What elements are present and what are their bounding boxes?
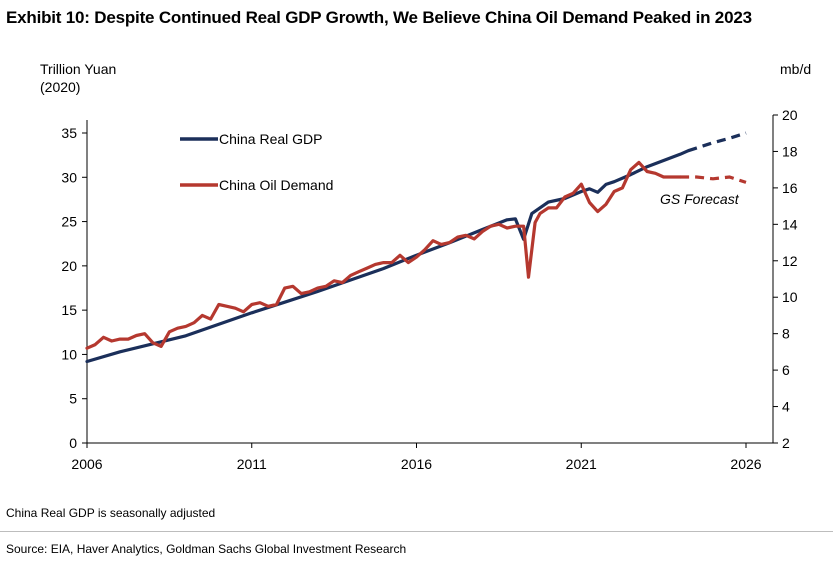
right-tick-label: 14 <box>782 216 798 232</box>
divider <box>0 531 833 532</box>
left-tick-label: 30 <box>61 169 77 185</box>
x-tick-label: 2011 <box>237 456 267 472</box>
chart: Trillion Yuan (2020) mb/d 0 5 10 15 20 25 30 35… <box>40 61 811 472</box>
right-tick-label: 12 <box>782 253 798 269</box>
right-tick-label: 6 <box>782 362 790 378</box>
axes: 0 5 10 15 20 25 30 35 2 4 6 8 10 12 14 16 18 20 2006 2011 20… <box>61 107 797 472</box>
left-tick-label: 0 <box>69 435 77 451</box>
series-layer <box>85 131 747 364</box>
oil-forecast-line <box>680 175 747 184</box>
left-axis-label-line1: Trillion Yuan <box>40 61 116 77</box>
right-tick-label: 4 <box>782 399 790 415</box>
legend-oil-label: China Oil Demand <box>219 177 333 193</box>
left-tick-label: 20 <box>61 258 77 274</box>
right-tick-label: 10 <box>782 289 798 305</box>
legend-gdp-label: China Real GDP <box>219 131 323 147</box>
left-tick-label: 25 <box>61 214 77 230</box>
right-tick-label: 18 <box>782 143 798 159</box>
source-note: Source: EIA, Haver Analytics, Goldman Sa… <box>6 542 407 556</box>
x-tick-label: 2021 <box>566 456 597 472</box>
right-tick-label: 8 <box>782 326 790 342</box>
footnote: China Real GDP is seasonally adjusted <box>6 506 216 520</box>
left-tick-label: 5 <box>69 391 77 407</box>
chart-title: Exhibit 10: Despite Continued Real GDP G… <box>6 8 752 27</box>
right-tick-label: 20 <box>782 107 798 123</box>
right-tick-label: 2 <box>782 435 790 451</box>
gdp-actual-line <box>85 149 690 364</box>
oil-actual-line <box>85 160 682 350</box>
gdp-forecast-line <box>687 131 747 153</box>
left-tick-label: 10 <box>61 346 77 362</box>
forecast-annotation: GS Forecast <box>660 191 740 207</box>
x-tick-label: 2006 <box>71 456 102 472</box>
x-tick-label: 2026 <box>730 456 761 472</box>
left-tick-label: 35 <box>61 125 77 141</box>
right-tick-label: 16 <box>782 180 798 196</box>
x-tick-label: 2016 <box>401 456 432 472</box>
left-axis-label-line2: (2020) <box>40 79 80 95</box>
right-axis-label: mb/d <box>780 61 811 77</box>
left-tick-label: 15 <box>61 302 77 318</box>
